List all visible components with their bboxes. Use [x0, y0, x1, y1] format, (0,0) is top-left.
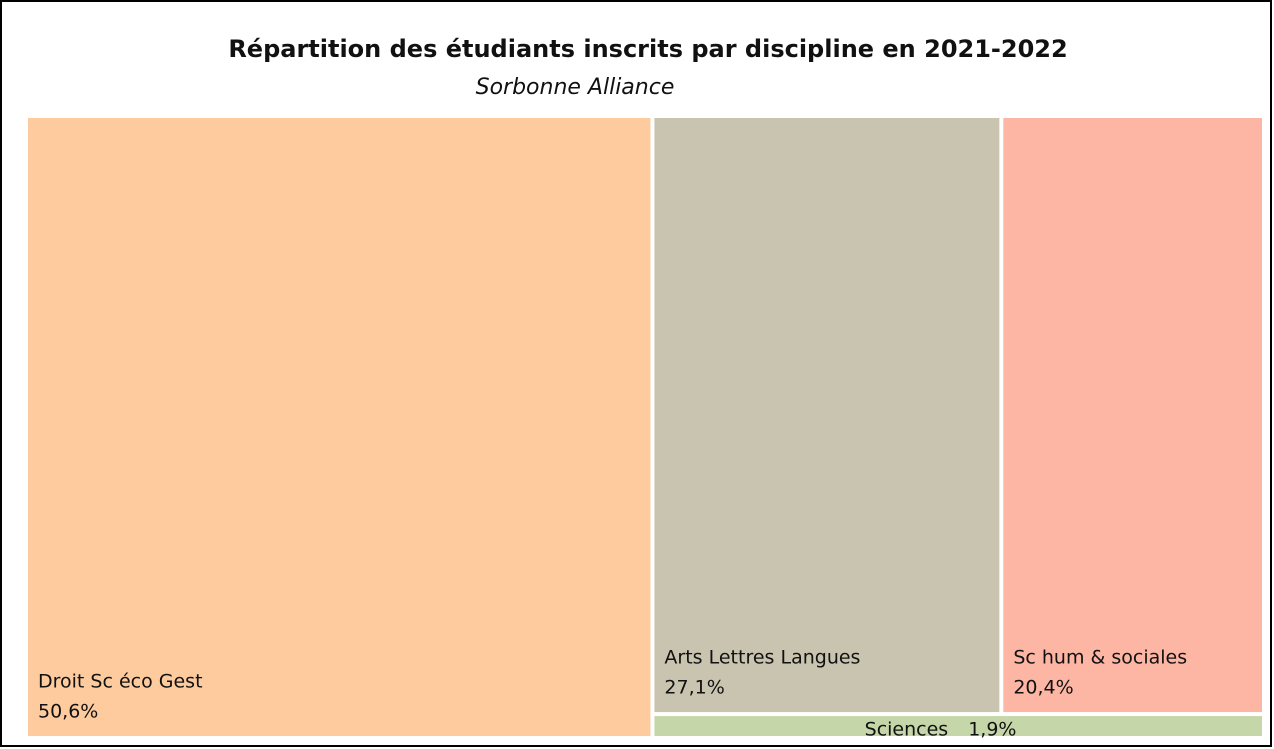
treemap-cell — [28, 118, 651, 736]
treemap-cell — [654, 716, 1262, 736]
value-label: 50,6% — [38, 701, 98, 723]
cell-label: Sc hum & sociales — [1013, 647, 1187, 669]
value-label: 1,9% — [968, 719, 1016, 741]
chart-title: Répartition des étudiants inscrits par d… — [228, 35, 1067, 63]
chart-subtitle: Sorbonne Alliance — [476, 75, 675, 100]
cell-label: Arts Lettres Langues — [664, 647, 860, 669]
value-label: 20,4% — [1013, 677, 1073, 699]
cell-label: Droit Sc éco Gest — [38, 671, 203, 693]
treemap-cell — [654, 118, 1000, 713]
treemap-cell — [1003, 118, 1262, 713]
value-label: 27,1% — [664, 677, 724, 699]
cell-label: Sciences — [865, 719, 949, 741]
